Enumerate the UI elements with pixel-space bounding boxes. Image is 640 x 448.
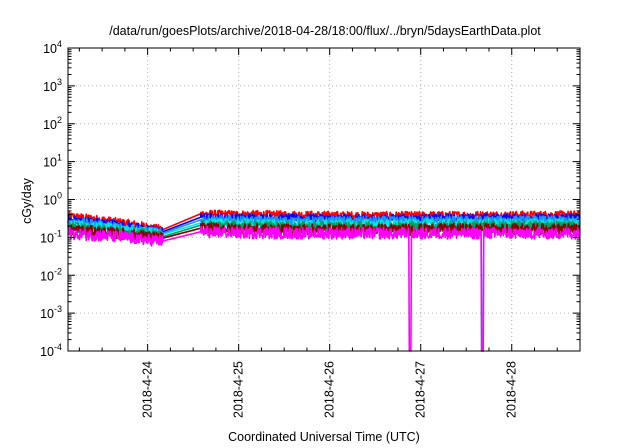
y-tick-label: 103 <box>43 77 62 94</box>
chart-title: /data/run/goesPlots/archive/2018-04-28/1… <box>109 24 541 38</box>
y-tick-label: 100 <box>43 191 62 208</box>
x-axis-label: Coordinated Universal Time (UTC) <box>228 430 420 444</box>
series-layer <box>67 209 581 352</box>
y-tick-label: 10-2 <box>40 266 62 283</box>
y-tick-label: 10-4 <box>40 342 62 359</box>
x-tick-label: 2018-4-25 <box>232 361 246 418</box>
y-axis-label: cGy/day <box>20 177 34 224</box>
x-tick-label: 2018-4-26 <box>323 361 337 418</box>
x-tick-label: 2018-4-24 <box>141 361 155 418</box>
plot-frame <box>67 47 581 352</box>
y-tick-label: 10-3 <box>40 304 62 321</box>
y-tick-label: 10-1 <box>40 228 62 245</box>
grid <box>68 48 580 351</box>
y-tick-label: 101 <box>43 153 62 170</box>
series-line-magenta <box>67 225 581 352</box>
x-tick-label: 2018-4-27 <box>414 361 428 418</box>
y-tick-label: 102 <box>43 115 62 132</box>
x-tick-label: 2018-4-28 <box>505 361 519 418</box>
y-tick-label: 104 <box>43 39 62 56</box>
axis-ticks: 10-4 10-3 10-2 10-1 100 101 102 103 104 2018-4-24… <box>40 39 581 418</box>
